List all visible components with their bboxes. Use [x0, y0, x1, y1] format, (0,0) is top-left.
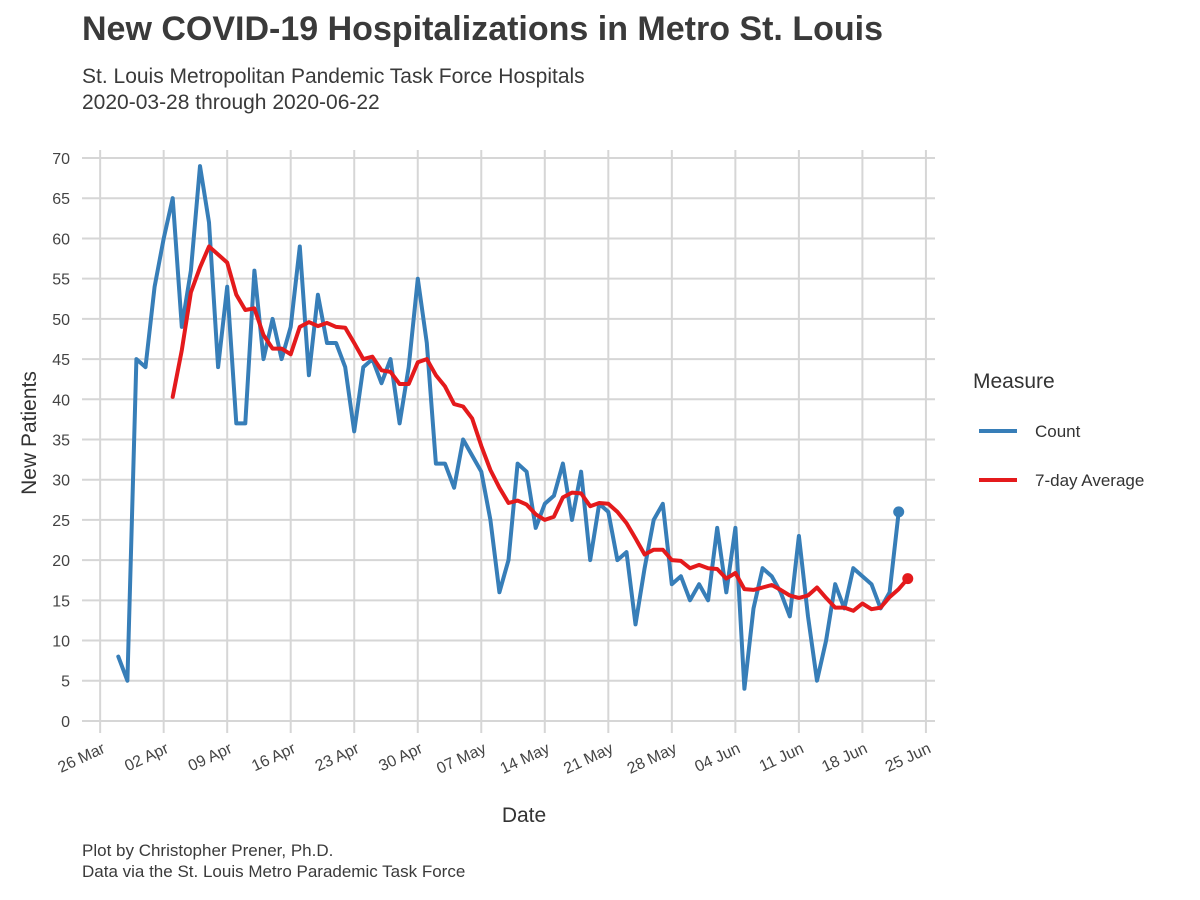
- caption-line-1: Plot by Christopher Prener, Ph.D.: [82, 841, 334, 860]
- legend-label-count: Count: [1035, 422, 1081, 441]
- y-tick-label: 65: [52, 191, 70, 208]
- subtitle-line-1: St. Louis Metropolitan Pandemic Task For…: [82, 65, 585, 88]
- x-tick-label: 18 Jun: [819, 740, 870, 776]
- x-tick-label: 16 Apr: [249, 740, 299, 775]
- x-tick-label: 21 May: [561, 740, 616, 778]
- y-tick-label: 5: [61, 674, 70, 691]
- y-tick-label: 50: [52, 312, 70, 329]
- legend: Measure Count 7-day Average: [973, 370, 1144, 490]
- legend-label-7-day-average: 7-day Average: [1035, 471, 1144, 490]
- x-tick-label: 26 Mar: [56, 740, 109, 777]
- x-tick-label: 25 Jun: [883, 740, 934, 776]
- x-tick-label: 28 May: [625, 740, 680, 778]
- y-tick-label: 55: [52, 272, 70, 289]
- y-tick-label: 35: [52, 432, 70, 449]
- caption-line-2: Data via the St. Louis Metro Parademic T…: [82, 862, 466, 881]
- y-tick-label: 15: [52, 593, 70, 610]
- subtitle-line-2: 2020-03-28 through 2020-06-22: [82, 91, 380, 114]
- x-axis-ticks: 26 Mar 02 Apr 09 Apr 16 Apr 23 Apr 30 Apr 07 M…: [56, 740, 934, 778]
- x-tick-label: 11 Jun: [757, 740, 807, 775]
- y-tick-label: 30: [52, 473, 70, 490]
- x-tick-label: 30 Apr: [376, 740, 426, 775]
- x-tick-label: 09 Apr: [186, 740, 236, 775]
- series-end-point-7-day-average: [902, 573, 914, 585]
- y-tick-label: 45: [52, 352, 70, 369]
- legend-title: Measure: [973, 370, 1055, 393]
- y-tick-label: 0: [61, 714, 70, 731]
- y-tick-label: 10: [52, 634, 70, 651]
- series-line-count: [116, 164, 901, 691]
- y-tick-label: 20: [52, 553, 70, 570]
- chart-title: New COVID-19 Hospitalizations in Metro S…: [82, 10, 883, 48]
- x-tick-label: 04 Jun: [692, 740, 743, 776]
- y-tick-label: 60: [52, 231, 70, 248]
- series-lines: [116, 164, 914, 691]
- y-axis-ticks: 0 5 10 15 20 25 30 35 40 45 50 55 60 65 70: [52, 151, 70, 731]
- x-tick-label: 23 Apr: [313, 740, 363, 775]
- series-end-point-count: [893, 506, 905, 518]
- series-line-7-day-average: [170, 244, 910, 613]
- x-axis-title: Date: [502, 804, 546, 827]
- x-tick-label: 02 Apr: [122, 740, 172, 775]
- y-tick-label: 25: [52, 513, 70, 530]
- x-tick-label: 14 May: [498, 740, 553, 778]
- chart-subtitle: St. Louis Metropolitan Pandemic Task For…: [82, 64, 585, 116]
- y-axis-title: New Patients: [18, 371, 41, 495]
- y-tick-label: 70: [52, 151, 70, 168]
- y-tick-label: 40: [52, 392, 70, 409]
- chart-caption: Plot by Christopher Prener, Ph.D. Data v…: [82, 840, 465, 882]
- x-tick-label: 07 May: [434, 740, 489, 778]
